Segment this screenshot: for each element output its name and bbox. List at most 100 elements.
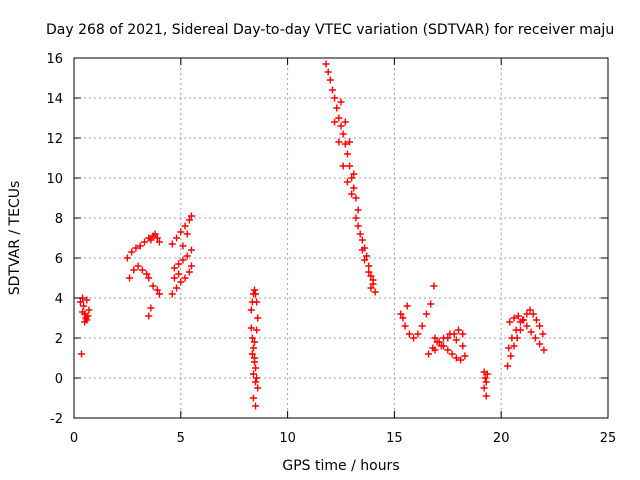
data-point	[132, 244, 140, 252]
data-point	[461, 352, 469, 360]
data-point	[354, 222, 362, 230]
data-point	[252, 378, 260, 386]
data-point	[254, 314, 262, 322]
data-point	[187, 212, 195, 220]
x-tick-label: 20	[493, 431, 510, 446]
data-point	[126, 274, 134, 282]
data-point	[410, 334, 418, 342]
data-point	[452, 336, 460, 344]
data-point	[343, 178, 351, 186]
data-point	[401, 322, 409, 330]
data-point	[85, 306, 93, 314]
data-point	[504, 362, 512, 370]
data-point	[352, 214, 360, 222]
data-point	[516, 318, 524, 326]
data-point	[536, 322, 544, 330]
data-point	[358, 236, 366, 244]
data-point	[173, 284, 181, 292]
data-point	[346, 138, 354, 146]
x-tick-label: 5	[177, 431, 185, 446]
data-point	[527, 328, 535, 336]
data-point	[177, 278, 185, 286]
data-point	[523, 310, 531, 318]
data-point	[356, 230, 364, 238]
data-point	[429, 344, 437, 352]
data-point	[526, 306, 534, 314]
data-point	[512, 326, 520, 334]
data-point	[431, 334, 439, 342]
y-axis-label: SDTVAR / TECUs	[7, 181, 23, 296]
data-point	[253, 326, 261, 334]
data-point	[77, 350, 85, 358]
series-arc-2	[123, 230, 163, 320]
y-tick-label: 2	[55, 332, 63, 347]
x-tick-label: 0	[70, 431, 78, 446]
data-point	[523, 322, 531, 330]
data-point	[346, 162, 354, 170]
data-point	[328, 86, 336, 94]
y-tick-label: 6	[55, 252, 63, 267]
data-point	[440, 334, 448, 342]
data-point	[249, 394, 257, 402]
data-point	[414, 330, 422, 338]
data-point	[153, 234, 161, 242]
data-point	[179, 242, 187, 250]
data-point	[177, 228, 185, 236]
data-point	[84, 312, 92, 320]
data-point	[405, 330, 413, 338]
data-point	[181, 274, 189, 282]
data-point	[76, 298, 84, 306]
chart-title: Day 268 of 2021, Sidereal Day-to-day VTE…	[46, 22, 614, 38]
data-point	[418, 322, 426, 330]
series-arc-6	[352, 214, 379, 296]
data-point	[331, 94, 339, 102]
data-point	[403, 302, 411, 310]
data-point	[506, 318, 514, 326]
data-point	[354, 206, 362, 214]
y-tick-label: 10	[46, 172, 63, 187]
series-arc-7	[397, 282, 469, 364]
data-point	[249, 344, 257, 352]
data-point	[529, 310, 537, 318]
data-point	[482, 392, 490, 400]
data-point	[140, 238, 148, 246]
data-point	[348, 190, 356, 198]
y-tick-label: -2	[50, 412, 63, 427]
data-point	[181, 222, 189, 230]
data-point	[337, 98, 345, 106]
data-point	[168, 240, 176, 248]
data-point	[448, 350, 456, 358]
y-tick-label: 0	[55, 372, 63, 387]
data-point	[482, 378, 490, 386]
data-point	[183, 252, 191, 260]
data-point	[185, 216, 193, 224]
data-point	[83, 296, 91, 304]
data-point	[250, 338, 258, 346]
data-point	[397, 310, 405, 318]
x-tick-label: 10	[279, 431, 296, 446]
data-point	[425, 350, 433, 358]
data-point	[430, 282, 438, 290]
data-point	[333, 104, 341, 112]
data-point	[151, 230, 159, 238]
data-point	[168, 290, 176, 298]
data-point	[348, 174, 356, 182]
series-arc-3	[168, 212, 195, 298]
data-point	[81, 318, 89, 326]
data-point	[514, 312, 522, 320]
data-point	[147, 236, 155, 244]
series-arc-5	[322, 60, 362, 214]
data-point	[335, 114, 343, 122]
data-point	[183, 230, 191, 238]
data-point	[350, 170, 358, 178]
data-point	[324, 68, 332, 76]
data-point	[360, 256, 368, 264]
data-point	[422, 310, 430, 318]
data-point	[149, 282, 157, 290]
series-arc-9	[504, 306, 548, 370]
data-point	[331, 118, 339, 126]
series-arc-4	[247, 286, 262, 410]
data-point	[322, 60, 330, 68]
data-point	[459, 342, 467, 350]
